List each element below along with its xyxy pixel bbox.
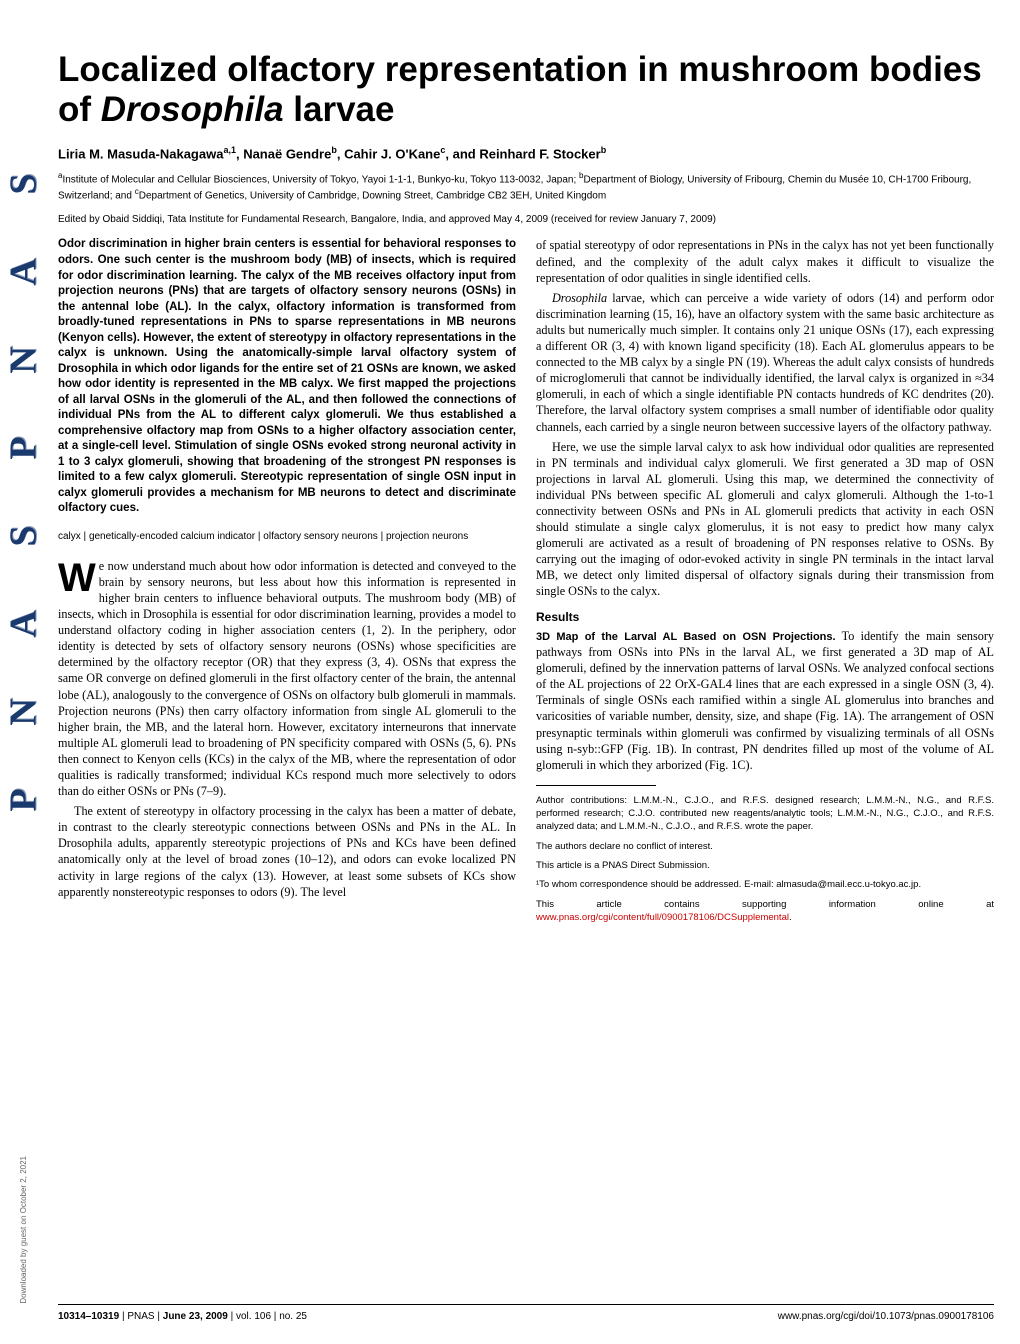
fn-supp-link[interactable]: www.pnas.org/cgi/content/full/0900178106… bbox=[536, 912, 789, 923]
right-column: of spatial stereotypy of odor representa… bbox=[536, 237, 994, 930]
footer-left: 10314–10319 | PNAS | June 23, 2009 | vol… bbox=[58, 1311, 307, 1322]
footer-pnas: PNAS bbox=[127, 1311, 154, 1322]
pnas-letter-s2: S bbox=[2, 525, 46, 546]
article-title: Localized olfactory representation in mu… bbox=[58, 50, 994, 131]
left-column: Odor discrimination in higher brain cent… bbox=[58, 237, 516, 930]
authors: Liria M. Masuda-Nakagawaa,1, Nanaë Gendr… bbox=[58, 145, 994, 161]
fn-supp-post: . bbox=[789, 912, 792, 923]
col2-para-3: Here, we use the simple larval calyx to … bbox=[536, 439, 994, 600]
author-1-sup: a,1 bbox=[223, 145, 236, 155]
intro-para-2: The extent of stereotypy in olfactory pr… bbox=[58, 803, 516, 900]
fn-conflict: The authors declare no conflict of inter… bbox=[536, 840, 994, 853]
intro-para-1: We now understand much about how odor in… bbox=[58, 558, 516, 799]
intro-text-1: e now understand much about how odor inf… bbox=[58, 559, 516, 798]
pnas-letter-a: A bbox=[2, 258, 46, 285]
results-subheading: 3D Map of the Larval AL Based on OSN Pro… bbox=[536, 631, 836, 643]
author-4: , and Reinhard F. Stocker bbox=[445, 146, 600, 161]
author-3: , Cahir J. O'Kane bbox=[337, 146, 441, 161]
download-text: Downloaded by guest on October 2, 2021 bbox=[19, 1156, 28, 1304]
affiliations: aInstitute of Molecular and Cellular Bio… bbox=[58, 171, 994, 203]
title-post: larvae bbox=[284, 90, 395, 129]
pnas-letter-a2: A bbox=[2, 610, 46, 637]
author-2: , Nanaë Gendre bbox=[236, 146, 331, 161]
pnas-letter-p2: P bbox=[2, 788, 46, 811]
pnas-logo: S A N P S A N P bbox=[10, 140, 38, 780]
footer-date: June 23, 2009 bbox=[163, 1311, 228, 1322]
fn-supp-pre: This article contains supporting informa… bbox=[536, 899, 994, 910]
results-para-1: 3D Map of the Larval AL Based on OSN Pro… bbox=[536, 628, 994, 773]
author-4-sup: b bbox=[601, 145, 607, 155]
pnas-letter-n: N bbox=[2, 346, 46, 373]
keywords: calyx | genetically-encoded calcium indi… bbox=[58, 531, 516, 542]
footer-right: www.pnas.org/cgi/doi/10.1073/pnas.090017… bbox=[778, 1311, 994, 1322]
pnas-letter-s: S bbox=[2, 173, 46, 194]
footer-pages: 10314–10319 bbox=[58, 1311, 119, 1322]
dropcap: W bbox=[58, 561, 96, 595]
footer-vol: vol. 106 bbox=[236, 1311, 271, 1322]
footer-no: no. 25 bbox=[279, 1311, 307, 1322]
edited-by: Edited by Obaid Siddiqi, Tata Institute … bbox=[58, 214, 994, 225]
affil-text-3: Department of Genetics, University of Ca… bbox=[139, 190, 606, 201]
title-italic: Drosophila bbox=[101, 90, 284, 129]
abstract: Odor discrimination in higher brain cent… bbox=[58, 237, 516, 516]
fn-correspondence: ¹To whom correspondence should be addres… bbox=[536, 878, 994, 891]
main-content: Localized olfactory representation in mu… bbox=[58, 50, 994, 930]
affil-text-1: Institute of Molecular and Cellular Bios… bbox=[62, 174, 579, 185]
pnas-letter-n2: N bbox=[2, 698, 46, 725]
fn-direct-submission: This article is a PNAS Direct Submission… bbox=[536, 859, 994, 872]
pnas-letter-p: P bbox=[2, 436, 46, 459]
two-column-layout: Odor discrimination in higher brain cent… bbox=[58, 237, 994, 930]
page-footer: 10314–10319 | PNAS | June 23, 2009 | vol… bbox=[58, 1304, 994, 1322]
footnote-rule bbox=[536, 785, 656, 786]
col2-para-2: Drosophila Drosophila larvae, which can … bbox=[536, 290, 994, 435]
footnotes: Author contributions: L.M.M.-N., C.J.O.,… bbox=[536, 794, 994, 924]
fn-contributions: Author contributions: L.M.M.-N., C.J.O.,… bbox=[536, 794, 994, 834]
col2-para-1: of spatial stereotypy of odor representa… bbox=[536, 237, 994, 285]
results-text: To identify the main sensory pathways fr… bbox=[536, 629, 994, 772]
fn-supplemental: This article contains supporting informa… bbox=[536, 898, 994, 925]
results-heading: Results bbox=[536, 610, 994, 624]
author-1: Liria M. Masuda-Nakagawa bbox=[58, 146, 223, 161]
